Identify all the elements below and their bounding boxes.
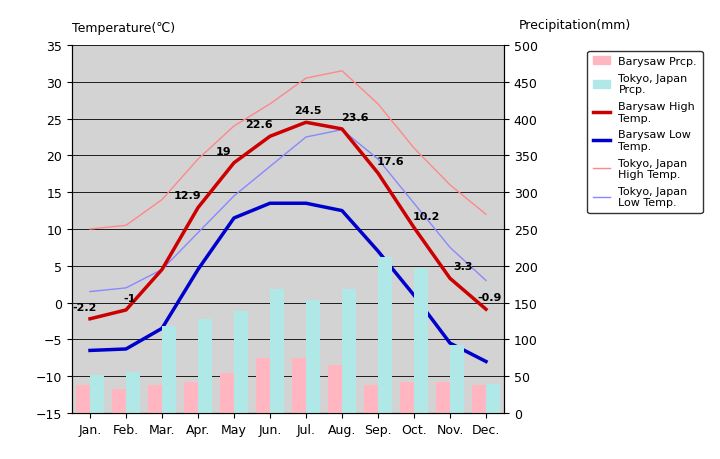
Tokyo, Japan
Low Temp. bbox=[86, 289, 94, 295]
Text: 3.3: 3.3 bbox=[453, 262, 472, 272]
Tokyo, Japan
High Temp. bbox=[158, 197, 166, 203]
Bar bbox=[76, 385, 90, 413]
Barysaw High
Temp. bbox=[86, 316, 94, 322]
Bar bbox=[342, 290, 356, 413]
Line: Barysaw Low
Temp.: Barysaw Low Temp. bbox=[90, 204, 486, 362]
Barysaw High
Temp. bbox=[194, 206, 202, 211]
Barysaw Low
Temp. bbox=[410, 293, 418, 298]
Tokyo, Japan
High Temp. bbox=[86, 227, 94, 232]
Bar bbox=[306, 301, 320, 413]
Text: 19: 19 bbox=[215, 146, 231, 157]
Tokyo, Japan
High Temp. bbox=[410, 146, 418, 151]
Line: Tokyo, Japan
Low Temp.: Tokyo, Japan Low Temp. bbox=[90, 130, 486, 292]
Barysaw Low
Temp. bbox=[302, 201, 310, 207]
Barysaw Low
Temp. bbox=[482, 359, 490, 364]
Text: -2.2: -2.2 bbox=[73, 302, 96, 312]
Tokyo, Japan
High Temp. bbox=[302, 76, 310, 82]
Barysaw Low
Temp. bbox=[446, 341, 454, 346]
Text: Temperature(℃): Temperature(℃) bbox=[72, 22, 175, 35]
Bar bbox=[472, 385, 486, 413]
Barysaw High
Temp. bbox=[410, 225, 418, 231]
Text: 10.2: 10.2 bbox=[413, 211, 441, 221]
Barysaw Low
Temp. bbox=[158, 326, 166, 331]
Tokyo, Japan
Low Temp. bbox=[482, 278, 490, 284]
Bar bbox=[234, 312, 248, 413]
Barysaw High
Temp. bbox=[158, 267, 166, 273]
Barysaw Low
Temp. bbox=[338, 208, 346, 214]
Barysaw High
Temp. bbox=[446, 276, 454, 281]
Tokyo, Japan
Low Temp. bbox=[374, 157, 382, 162]
Bar bbox=[256, 358, 270, 413]
Tokyo, Japan
High Temp. bbox=[482, 212, 490, 218]
Text: 17.6: 17.6 bbox=[377, 157, 405, 167]
Text: 24.5: 24.5 bbox=[294, 106, 322, 116]
Bar bbox=[436, 382, 450, 413]
Tokyo, Japan
High Temp. bbox=[266, 102, 274, 107]
Bar bbox=[414, 269, 428, 413]
Barysaw High
Temp. bbox=[122, 308, 130, 313]
Bar bbox=[450, 346, 464, 413]
Bar bbox=[148, 385, 162, 413]
Tokyo, Japan
Low Temp. bbox=[122, 285, 130, 291]
Barysaw High
Temp. bbox=[338, 127, 346, 132]
Bar bbox=[378, 257, 392, 413]
Tokyo, Japan
Low Temp. bbox=[446, 245, 454, 251]
Bar bbox=[400, 382, 414, 413]
Barysaw Low
Temp. bbox=[266, 201, 274, 207]
Legend: Barysaw Prcp., Tokyo, Japan
Prcp., Barysaw High
Temp., Barysaw Low
Temp., Tokyo,: Barysaw Prcp., Tokyo, Japan Prcp., Barys… bbox=[588, 51, 703, 213]
Bar bbox=[486, 384, 500, 413]
Bar bbox=[220, 373, 234, 413]
Tokyo, Japan
High Temp. bbox=[446, 183, 454, 188]
Tokyo, Japan
High Temp. bbox=[122, 223, 130, 229]
Tokyo, Japan
High Temp. bbox=[194, 157, 202, 162]
Text: Precipitation(mm): Precipitation(mm) bbox=[518, 19, 631, 32]
Barysaw High
Temp. bbox=[302, 120, 310, 126]
Barysaw High
Temp. bbox=[230, 161, 238, 166]
Barysaw Low
Temp. bbox=[194, 267, 202, 273]
Tokyo, Japan
Low Temp. bbox=[410, 201, 418, 207]
Bar bbox=[184, 382, 198, 413]
Tokyo, Japan
Low Temp. bbox=[230, 194, 238, 199]
Tokyo, Japan
Low Temp. bbox=[266, 164, 274, 170]
Tokyo, Japan
High Temp. bbox=[374, 102, 382, 107]
Line: Tokyo, Japan
High Temp.: Tokyo, Japan High Temp. bbox=[90, 72, 486, 230]
Barysaw High
Temp. bbox=[374, 171, 382, 176]
Text: 22.6: 22.6 bbox=[246, 120, 273, 130]
Bar bbox=[270, 290, 284, 413]
Barysaw Low
Temp. bbox=[230, 216, 238, 221]
Bar bbox=[328, 365, 342, 413]
Tokyo, Japan
Low Temp. bbox=[194, 230, 202, 236]
Tokyo, Japan
High Temp. bbox=[338, 69, 346, 74]
Text: -1: -1 bbox=[123, 293, 136, 303]
Bar bbox=[112, 389, 126, 413]
Barysaw Low
Temp. bbox=[86, 348, 94, 353]
Line: Barysaw High
Temp.: Barysaw High Temp. bbox=[90, 123, 486, 319]
Bar bbox=[364, 385, 378, 413]
Bar bbox=[90, 375, 104, 413]
Tokyo, Japan
Low Temp. bbox=[338, 128, 346, 133]
Text: 12.9: 12.9 bbox=[174, 190, 201, 201]
Bar bbox=[126, 372, 140, 413]
Barysaw Low
Temp. bbox=[122, 347, 130, 352]
Barysaw High
Temp. bbox=[482, 307, 490, 312]
Tokyo, Japan
Low Temp. bbox=[158, 267, 166, 273]
Bar bbox=[292, 358, 306, 413]
Barysaw High
Temp. bbox=[266, 134, 274, 140]
Text: 23.6: 23.6 bbox=[341, 113, 369, 123]
Barysaw Low
Temp. bbox=[374, 249, 382, 254]
Tokyo, Japan
Low Temp. bbox=[302, 135, 310, 140]
Bar bbox=[162, 326, 176, 413]
Bar bbox=[198, 319, 212, 413]
Text: -0.9: -0.9 bbox=[477, 293, 502, 303]
Tokyo, Japan
High Temp. bbox=[230, 124, 238, 129]
